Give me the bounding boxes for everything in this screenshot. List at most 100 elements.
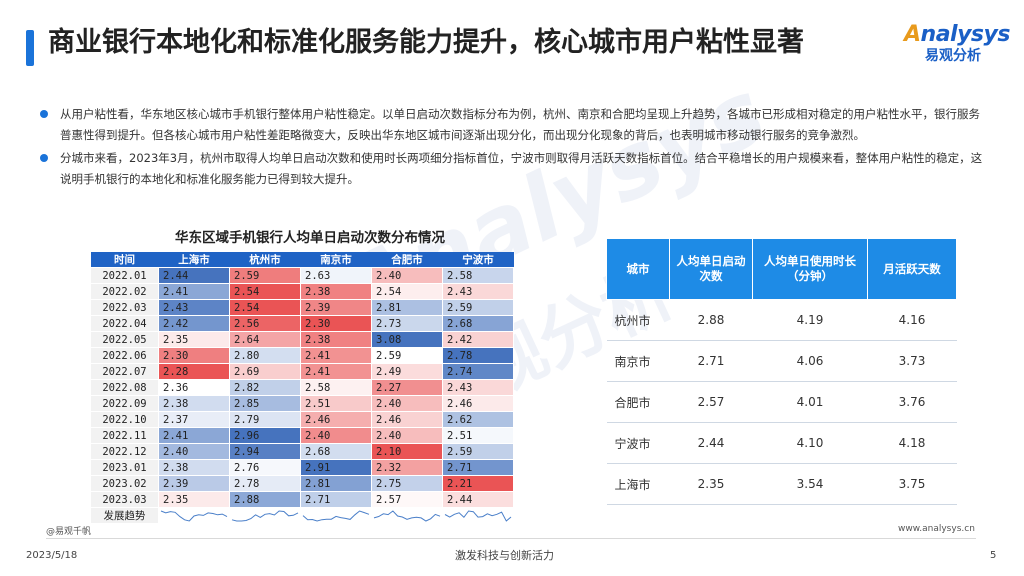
heatmap-header-city: 杭州市: [229, 252, 301, 268]
heatmap-value-cell: 2.82: [229, 379, 301, 396]
heatmap-value-cell: 2.88: [229, 491, 301, 508]
footer-date: 2023/5/18: [26, 550, 78, 561]
heatmap-value-cell: 2.51: [300, 395, 372, 412]
city-name-cell: 合肥市: [606, 381, 670, 423]
heatmap-body: 2022.01 2.44 2.59 2.63 2.40 2.58 2022.02 2.41 2.…: [90, 267, 514, 524]
title-accent-bar: [26, 30, 34, 66]
heatmap-value-cell: 2.54: [371, 283, 443, 300]
heatmap-title: 华东区域手机银行人均单日启动次数分布情况: [175, 230, 445, 246]
heatmap-row: 2022.04 2.42 2.56 2.30 2.73 2.68: [90, 315, 514, 332]
table-row: 杭州市 2.88 4.19 4.16: [606, 299, 957, 341]
analysys-logo: Analysys 易观分析: [904, 22, 1010, 65]
heatmap-value-cell: 2.38: [300, 331, 372, 348]
sparkline-path: [231, 509, 299, 521]
metric-value-cell: 4.10: [752, 422, 868, 464]
table-row: 南京市 2.71 4.06 3.73: [606, 340, 957, 382]
heatmap-value-cell: 2.10: [371, 443, 443, 460]
heatmap-value-cell: 2.69: [229, 363, 301, 380]
table-row: 合肥市 2.57 4.01 3.76: [606, 381, 957, 423]
heatmap-value-cell: 2.59: [442, 443, 514, 460]
bullet-dot-icon: [40, 110, 48, 118]
heatmap-row: 2023.03 2.35 2.88 2.71 2.57 2.44: [90, 491, 514, 508]
heatmap-value-cell: 2.28: [158, 363, 230, 380]
metric-value-cell: 3.73: [867, 340, 957, 382]
metric-value-cell: 4.19: [752, 299, 868, 341]
table-row: 宁波市 2.44 4.10 4.18: [606, 422, 957, 464]
heatmap-time-cell: 2022.11: [90, 427, 159, 444]
heatmap-time-cell: 2022.08: [90, 379, 159, 396]
heatmap-value-cell: 2.32: [371, 459, 443, 476]
heatmap-header-row: 时间 上海市 杭州市 南京市 合肥市 宁波市: [90, 252, 514, 268]
heatmap-row: 2022.05 2.35 2.64 2.38 3.08 2.42: [90, 331, 514, 348]
website-link[interactable]: www.analysys.cn: [898, 524, 975, 534]
trend-sparkline-cell: [442, 507, 514, 524]
sparkline-path: [160, 510, 228, 522]
metric-value-cell: 2.88: [669, 299, 753, 341]
heatmap-value-cell: 2.44: [442, 491, 514, 508]
heatmap-time-cell: 2023.03: [90, 491, 159, 508]
heatmap-value-cell: 2.68: [300, 443, 372, 460]
heatmap-time-cell: 2022.10: [90, 411, 159, 428]
heatmap-time-cell: 2023.02: [90, 475, 159, 492]
sparkline-path: [302, 509, 370, 522]
city-table-header-row: 城市 人均单日启动次数 人均单日使用时长（分钟） 月活跃天数: [606, 238, 957, 300]
metric-value-cell: 4.06: [752, 340, 868, 382]
heatmap-header-city: 宁波市: [442, 252, 514, 268]
logo-wordmark: Analysys: [904, 22, 1010, 47]
heatmap-value-cell: 2.56: [229, 315, 301, 332]
heatmap-value-cell: 2.39: [300, 299, 372, 316]
footer-slogan: 激发科技与创新活力: [455, 549, 554, 562]
trend-sparkline: [231, 509, 299, 521]
heatmap-value-cell: 2.43: [442, 379, 514, 396]
footer-divider: [46, 538, 976, 539]
heatmap-value-cell: 2.63: [300, 267, 372, 284]
heatmap-value-cell: 2.79: [229, 411, 301, 428]
heatmap-trend-row: 发展趋势: [90, 507, 514, 524]
heatmap-value-cell: 2.59: [229, 267, 301, 284]
metric-value-cell: 4.16: [867, 299, 957, 341]
metric-value-cell: 2.44: [669, 422, 753, 464]
heatmap-value-cell: 2.38: [158, 459, 230, 476]
city-table-header-cell: 月活跃天数: [867, 238, 957, 300]
heatmap-value-cell: 2.40: [158, 443, 230, 460]
heatmap-value-cell: 2.40: [371, 427, 443, 444]
heatmap-value-cell: 2.46: [442, 395, 514, 412]
heatmap-time-cell: 2023.01: [90, 459, 159, 476]
heatmap-value-cell: 2.57: [371, 491, 443, 508]
heatmap-value-cell: 2.41: [158, 283, 230, 300]
heatmap-value-cell: 2.78: [442, 347, 514, 364]
city-table-body: 杭州市 2.88 4.19 4.16 南京市 2.71 4.06 3.73 合肥市 2.57 4.0…: [606, 299, 957, 505]
trend-sparkline-cell: [158, 507, 230, 524]
heatmap-value-cell: 2.59: [371, 347, 443, 364]
heatmap-value-cell: 2.44: [158, 267, 230, 284]
heatmap-value-cell: 2.40: [371, 267, 443, 284]
sparkline-path: [373, 509, 441, 522]
page-title: 商业银行本地化和标准化服务能力提升，核心城市用户粘性显著: [48, 27, 804, 58]
city-table-header-cell: 城市: [606, 238, 670, 300]
heatmap-value-cell: 2.40: [371, 395, 443, 412]
heatmap-value-cell: 2.85: [229, 395, 301, 412]
bullet-item: 从用户粘性看，华东地区核心城市手机银行整体用户粘性稳定。以单日启动次数指标分布为…: [34, 104, 984, 146]
heatmap-time-cell: 2022.05: [90, 331, 159, 348]
metric-value-cell: 3.54: [752, 463, 868, 505]
heatmap-value-cell: 2.46: [371, 411, 443, 428]
heatmap-value-cell: 2.42: [158, 315, 230, 332]
bullet-text: 分城市来看，2023年3月，杭州市取得人均单日启动次数和使用时长两项细分指标首位…: [60, 151, 983, 186]
heatmap-row: 2022.08 2.36 2.82 2.58 2.27 2.43: [90, 379, 514, 396]
heatmap-row: 2022.02 2.41 2.54 2.38 2.54 2.43: [90, 283, 514, 300]
heatmap-value-cell: 2.94: [229, 443, 301, 460]
heatmap-row: 2022.03 2.43 2.54 2.39 2.81 2.59: [90, 299, 514, 316]
heatmap-value-cell: 2.43: [442, 283, 514, 300]
heatmap-value-cell: 2.62: [442, 411, 514, 428]
heatmap-value-cell: 2.54: [229, 299, 301, 316]
heatmap-table: 时间 上海市 杭州市 南京市 合肥市 宁波市 2022.01 2.44 2.59 2.63 2.4…: [90, 252, 514, 524]
heatmap-value-cell: 2.35: [158, 331, 230, 348]
heatmap-time-cell: 2022.12: [90, 443, 159, 460]
trend-sparkline: [373, 509, 441, 522]
heatmap-value-cell: 2.36: [158, 379, 230, 396]
trend-sparkline-cell: [300, 507, 372, 524]
heatmap-value-cell: 2.71: [442, 459, 514, 476]
heatmap-value-cell: 2.74: [442, 363, 514, 380]
bullet-item: 分城市来看，2023年3月，杭州市取得人均单日启动次数和使用时长两项细分指标首位…: [34, 148, 984, 190]
heatmap-time-cell: 2022.04: [90, 315, 159, 332]
